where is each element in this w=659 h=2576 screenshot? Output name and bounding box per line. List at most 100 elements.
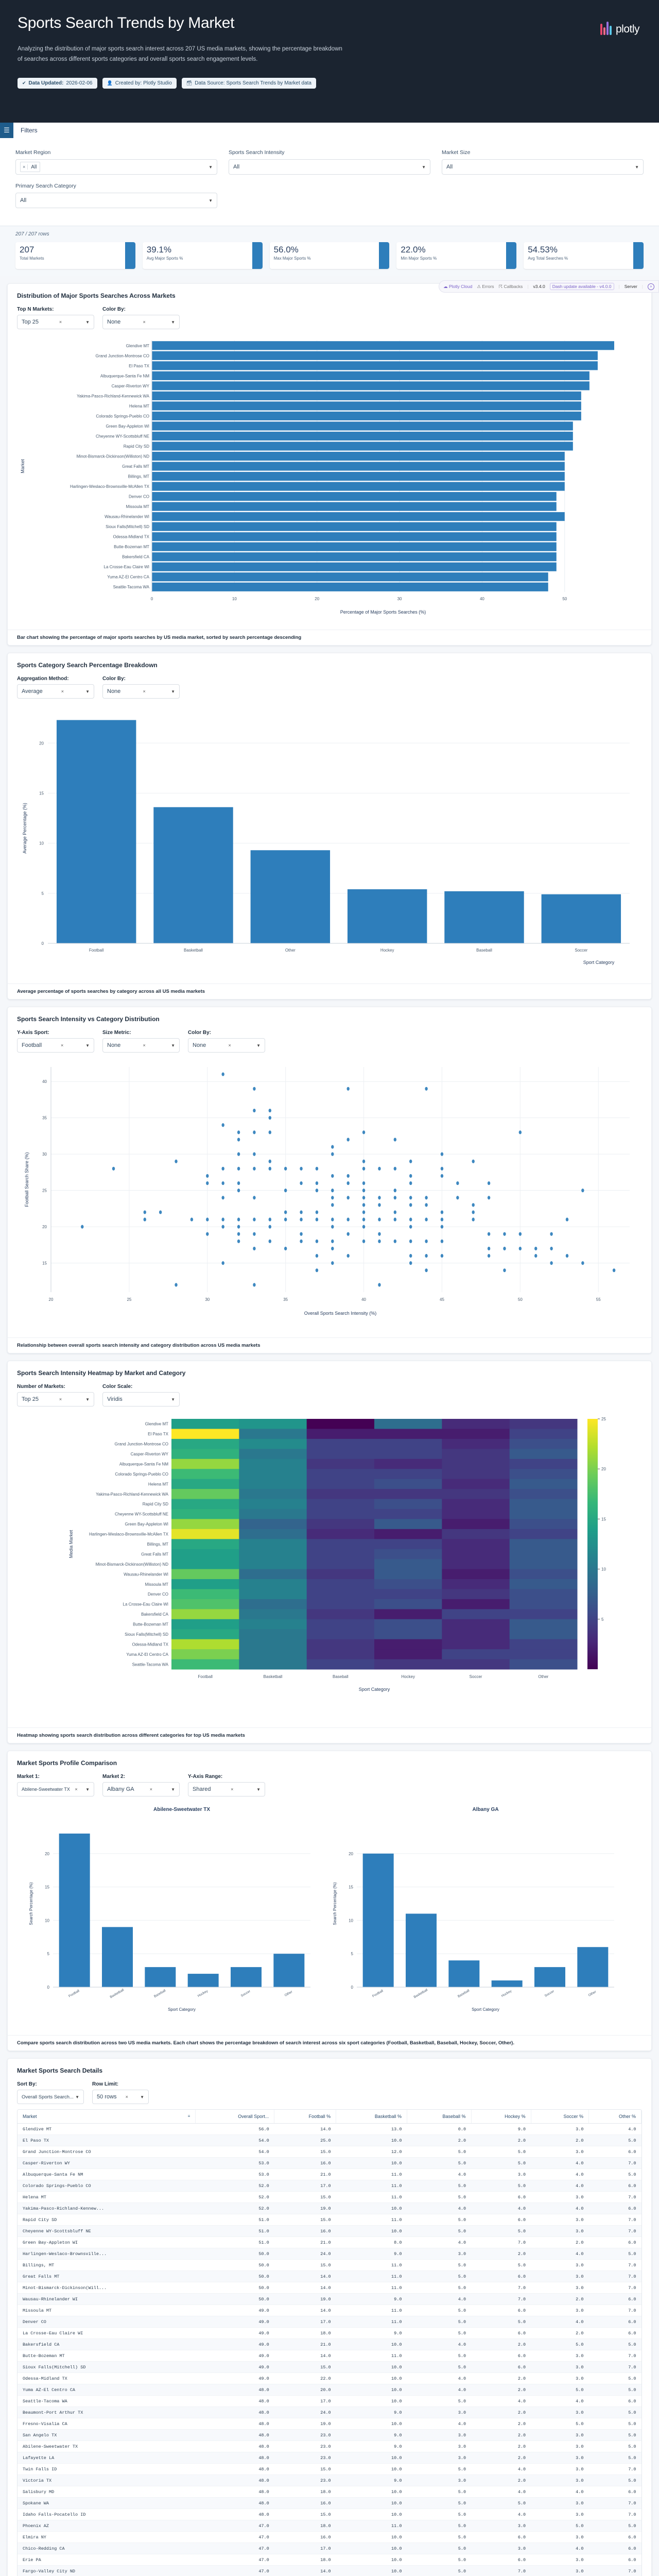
table-row[interactable]: Billings, MT 50.0 15.0 11.0 5.0 5.0 3.0 7.0 <box>18 2259 641 2271</box>
callbacks-button[interactable]: ☈ Callbacks <box>498 283 523 289</box>
table-row[interactable]: Rapid City SD 51.0 15.0 11.0 5.0 6.0 3.0 7.0 <box>18 2214 641 2226</box>
chip-remove-icon[interactable]: × <box>21 164 28 170</box>
table-row[interactable]: Yuma AZ-El Centro CA 48.0 20.0 10.0 4.0 2.0 5.… <box>18 2384 641 2396</box>
table-row[interactable]: Cheyenne WY-Scottsbluff NE 51.0 16.0 10.0 5.… <box>18 2225 641 2237</box>
table-row[interactable]: Idaho Falls-Pocatello ID 48.0 15.0 10.0 5.0 4… <box>18 2509 641 2520</box>
sports-search-intensity-select[interactable]: All ▼ <box>229 159 430 175</box>
heatmap-chart[interactable]: Glendive MT El Paso TX Grand Junction-Mont… <box>17 1412 642 1722</box>
table-row[interactable]: El Paso TX 54.0 25.0 10.0 2.0 2.0 2.0 5.0 <box>18 2134 641 2146</box>
table-col-football[interactable]: Football % <box>274 2110 337 2124</box>
clear-icon[interactable]: × <box>60 1043 64 1048</box>
chevron-down-icon[interactable]: ▼ <box>256 1787 261 1792</box>
chevron-down-icon[interactable]: ▼ <box>171 1787 175 1792</box>
clear-icon[interactable]: × <box>59 319 62 325</box>
table-row[interactable]: Yakima-Pasco-Richland-Kennew... 52.0 19.0 1… <box>18 2202 641 2214</box>
chevron-down-icon[interactable]: ▼ <box>85 689 90 694</box>
details-table-wrapper[interactable]: Market ≡ Overall Sport... Football % Basketb… <box>17 2109 642 2576</box>
color-by-select[interactable]: None × ▼ <box>102 315 180 329</box>
table-row[interactable]: Erie PA 47.0 18.0 10.0 5.0 6.0 3.0 6.0 <box>18 2554 641 2566</box>
market-region-select[interactable]: × All ▼ <box>15 159 217 175</box>
market-size-select[interactable]: All ▼ <box>442 159 644 175</box>
chevron-down-icon[interactable]: ▼ <box>171 319 175 325</box>
table-row[interactable]: Fresno-Visalia CA 48.0 19.0 10.0 4.0 2.0 5.0 5.… <box>18 2418 641 2430</box>
table-col-hockey[interactable]: Hockey % <box>471 2110 531 2124</box>
dash-dev-toolbar[interactable]: ☁ Plotly Cloud ⚠ Errors ☈ Callbacks | v3… <box>439 280 659 293</box>
clear-icon[interactable]: × <box>59 1397 62 1402</box>
size-metric-select[interactable]: None × ▼ <box>102 1038 180 1053</box>
table-row[interactable]: Spokane WA 48.0 16.0 10.0 5.0 5.0 3.0 7.0 <box>18 2497 641 2509</box>
chevron-down-icon[interactable]: ▼ <box>140 2094 144 2099</box>
chevron-down-icon[interactable]: ▼ <box>85 1787 90 1792</box>
table-col-baseball[interactable]: Baseball % <box>407 2110 472 2124</box>
hbar-chart[interactable]: 0 10 20 30 40 50 Glendive MT Grand Junction-Mon… <box>17 334 642 624</box>
table-row[interactable]: La Crosse-Eau Claire WI 49.0 18.0 9.0 5.0 6.0… <box>18 2327 641 2339</box>
table-row[interactable]: Colorado Springs-Pueblo CO 52.0 17.0 11.0 5.… <box>18 2180 641 2192</box>
selected-chip[interactable]: × All <box>20 162 41 172</box>
table-row[interactable]: Lafayette LA 48.0 23.0 10.0 3.0 2.0 3.0 5.0 <box>18 2452 641 2464</box>
clear-icon[interactable]: × <box>143 319 146 325</box>
table-row[interactable]: Salisbury MD 48.0 18.0 10.0 5.0 4.0 4.0 6.0 <box>18 2486 641 2498</box>
table-row[interactable]: Grand Junction-Montrose CO 54.0 15.0 12.0 5.… <box>18 2146 641 2158</box>
table-row[interactable]: Casper-Riverton WY 53.0 16.0 10.0 5.0 5.0 4.0 7… <box>18 2157 641 2169</box>
y-axis-sport-select[interactable]: Football × ▼ <box>17 1038 94 1053</box>
chevron-down-icon[interactable]: ▼ <box>171 1397 175 1402</box>
chevron-down-icon[interactable]: ▼ <box>171 1043 175 1048</box>
table-row[interactable]: Odessa-Midland TX 49.0 22.0 10.0 4.0 2.0 3.0 5.… <box>18 2372 641 2384</box>
table-row[interactable]: Missoula MT 49.0 14.0 11.0 5.0 6.0 3.0 7.0 <box>18 2304 641 2316</box>
y-axis-range-select[interactable]: Shared × ▼ <box>188 1782 265 1797</box>
clear-icon[interactable]: × <box>231 1787 234 1792</box>
clear-icon[interactable]: × <box>125 2094 128 2099</box>
chevron-down-icon[interactable]: ▼ <box>85 319 90 325</box>
collapse-icon[interactable]: » <box>648 283 654 290</box>
market-1-select[interactable]: Abilene-Sweetwater TX × ▼ <box>17 1782 94 1797</box>
table-row[interactable]: Twin Falls ID 48.0 15.0 10.0 5.0 4.0 3.0 7.0 <box>18 2463 641 2475</box>
table-row[interactable]: San Angelo TX 48.0 23.0 9.0 3.0 2.0 3.0 5.0 <box>18 2429 641 2441</box>
chevron-down-icon[interactable]: ▼ <box>171 689 175 694</box>
dash-update-badge[interactable]: Dash update available - v4.0.0 <box>549 283 614 290</box>
table-row[interactable]: Abilene-Sweetwater TX 48.0 23.0 9.0 3.0 2.0 3.… <box>18 2441 641 2452</box>
table-row[interactable]: Elmira NY 47.0 16.0 10.0 5.0 6.0 3.0 6.0 <box>18 2531 641 2543</box>
table-row[interactable]: Great Falls MT 50.0 14.0 11.0 5.0 6.0 3.0 7.0 <box>18 2270 641 2282</box>
clear-icon[interactable]: × <box>61 689 64 694</box>
table-row[interactable]: Bakersfield CA 49.0 21.0 10.0 4.0 2.0 5.0 5.0 <box>18 2338 641 2350</box>
chevron-down-icon[interactable]: ▼ <box>209 164 213 170</box>
clear-icon[interactable]: × <box>143 689 146 694</box>
table-row[interactable]: Seattle-Tacoma WA 48.0 17.0 10.0 5.0 4.0 4.0 6.… <box>18 2395 641 2407</box>
table-row[interactable]: Butte-Bozeman MT 49.0 14.0 11.0 5.0 6.0 3.0 7.0 <box>18 2350 641 2362</box>
color-by-select[interactable]: None × ▼ <box>188 1038 265 1053</box>
clear-icon[interactable]: × <box>143 1043 146 1048</box>
chevron-down-icon[interactable]: ▼ <box>209 198 213 203</box>
table-col-other[interactable]: Other % <box>588 2110 641 2124</box>
table-row[interactable]: Sioux Falls(Mitchell) SD 49.0 15.0 10.0 5.0 6… <box>18 2361 641 2373</box>
category-bar-chart[interactable]: 0 5 10 15 20 Football Basketball Other Hockey Bas… <box>17 704 642 978</box>
chevron-down-icon[interactable]: ▼ <box>256 1043 261 1048</box>
table-col-overall-sport[interactable]: Overall Sport... <box>195 2110 275 2124</box>
scatter-chart[interactable]: 20 25 30 35 40 45 50 55 15 20 25 30 35 40 Overall Spor… <box>17 1058 642 1332</box>
table-row[interactable]: Chico-Redding CA 47.0 17.0 10.0 5.0 3.0 4.0 6.0 <box>18 2543 641 2554</box>
table-row[interactable]: Victoria TX 48.0 23.0 9.0 3.0 2.0 3.0 5.0 <box>18 2475 641 2486</box>
table-row[interactable]: Albuquerque-Santa Fe NM 53.0 21.0 11.0 4.0 3.… <box>18 2168 641 2180</box>
table-row[interactable]: Denver CO 49.0 17.0 11.0 5.0 5.0 4.0 6.0 <box>18 2316 641 2328</box>
color-by-select[interactable]: None × ▼ <box>102 684 180 699</box>
table-row[interactable]: Phoenix AZ 47.0 18.0 11.0 5.0 3.0 5.0 5.0 <box>18 2520 641 2532</box>
plotly-cloud-button[interactable]: ☁ Plotly Cloud <box>443 283 473 289</box>
chevron-down-icon[interactable]: ▼ <box>422 164 426 170</box>
server-status[interactable]: Server <box>624 284 637 289</box>
table-row[interactable]: Green Bay-Appleton WI 51.0 21.0 8.0 4.0 7.0 2.… <box>18 2236 641 2248</box>
chevron-down-icon[interactable]: ▼ <box>635 164 639 170</box>
table-row[interactable]: Fargo-Valley City ND 47.0 14.0 10.0 5.0 7.0 3.… <box>18 2565 641 2576</box>
sort-icon[interactable]: ≡ <box>187 2114 190 2119</box>
clear-icon[interactable]: × <box>149 1787 152 1792</box>
chevron-down-icon[interactable]: ▼ <box>85 1043 90 1048</box>
chevron-down-icon[interactable]: ▼ <box>85 1397 90 1402</box>
profile-comparison-chart[interactable]: Abilene-Sweetwater TX 0 5 10 15 20 Football Bas… <box>17 1802 642 2030</box>
clear-icon[interactable]: × <box>75 1787 78 1792</box>
table-row[interactable]: Wausau-Rhinelander WI 50.0 19.0 9.0 4.0 7.0 2.… <box>18 2293 641 2305</box>
table-col-market[interactable]: Market ≡ <box>18 2110 196 2124</box>
table-row[interactable]: Harlingen-Weslaco-Brownsville... 50.0 24.0… <box>18 2248 641 2260</box>
table-row[interactable]: Beaumont-Port Arthur TX 48.0 24.0 9.0 3.0 2.0… <box>18 2406 641 2418</box>
clear-icon[interactable]: × <box>228 1043 231 1048</box>
errors-button[interactable]: ⚠ Errors <box>477 283 494 289</box>
table-col-basketball[interactable]: Basketball % <box>336 2110 407 2124</box>
number-of-markets-select[interactable]: Top 25 × ▼ <box>17 1392 94 1406</box>
